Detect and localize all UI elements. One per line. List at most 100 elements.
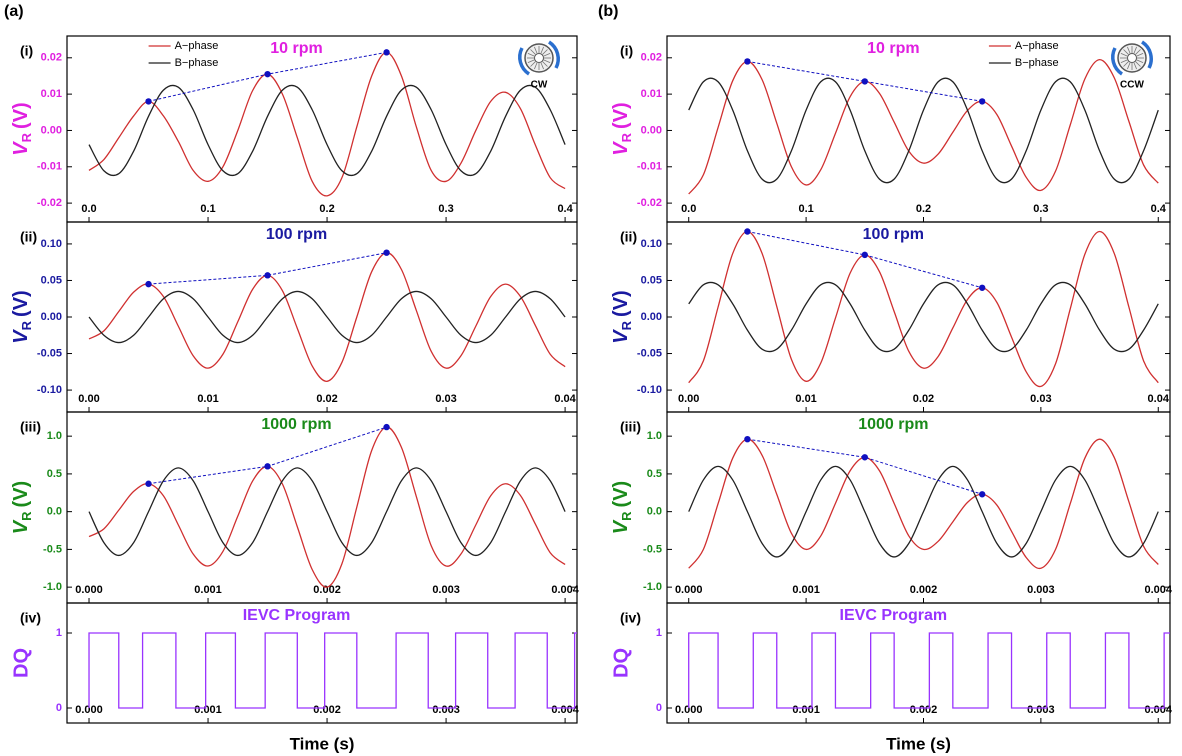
x-tick-label: 0.1 (798, 203, 813, 215)
peak-marker (383, 423, 390, 431)
series-line (88, 252, 566, 382)
x-tick-label: 0.00 (678, 393, 699, 405)
series-line (88, 290, 566, 344)
y-label-subscript: R (19, 320, 34, 330)
y-tick-label: 0.05 (641, 274, 662, 286)
x-tick-label: 0.000 (675, 584, 703, 596)
panel: -0.02 -0.01 0.00 0.01 0.02 0.0 0.1 0.2 0.3 0.4 VR (… (610, 35, 1171, 223)
series-line (88, 426, 566, 588)
y-label-symbol: V (610, 519, 632, 534)
panel-title: 100 rpm (266, 226, 327, 243)
x-tick-label: 0.000 (75, 704, 103, 716)
panel-label: (ii) (20, 229, 37, 245)
panel: -0.10 -0.05 0.00 0.05 0.10 0.00 0.01 0.02 0.03 0.… (10, 221, 578, 413)
legend-label: A−phase (1015, 40, 1059, 52)
panel-label: (i) (620, 43, 633, 59)
y-tick-label: 0.01 (641, 88, 662, 100)
x-tick-label: 0.3 (438, 203, 453, 215)
plot-frame (66, 411, 578, 604)
x-tick-label: 0.3 (1033, 203, 1048, 215)
y-label-unit: (V) (610, 102, 632, 129)
x-tick-label: 0.2 (916, 203, 931, 215)
panel-label: (iii) (20, 419, 41, 435)
y-tick-label: -0.01 (37, 161, 62, 173)
panel-label: (ii) (620, 229, 637, 245)
plot-frame (666, 221, 1171, 413)
y-tick-label: 0.05 (41, 274, 62, 286)
column-label: (a) (4, 3, 24, 20)
panel: 0 1 0.000 0.001 0.002 0.003 0.004 DQ (iv) IEVC Pr… (610, 602, 1173, 753)
panel-title: IEVC Program (243, 607, 351, 624)
y-tick-label: 0.00 (641, 124, 662, 136)
plot-area (688, 435, 1159, 570)
peak-marker (744, 58, 751, 65)
legend-label: B−phase (1015, 57, 1059, 69)
panel-title: 10 rpm (270, 40, 322, 57)
y-tick-label: 0.0 (647, 506, 662, 518)
panel-label: (i) (20, 43, 33, 59)
y-label-subscript: R (19, 511, 34, 521)
panel-label: (iv) (620, 610, 641, 626)
peak-trend-line (148, 426, 387, 485)
y-tick-label: 0.00 (41, 311, 62, 323)
peak-marker (861, 454, 868, 461)
x-tick-label: 0.004 (551, 584, 579, 596)
peak-marker (383, 249, 390, 256)
y-tick-label: -0.10 (37, 384, 62, 396)
y-tick-label: 0.00 (641, 311, 662, 323)
y-tick-label: 0.02 (641, 52, 662, 64)
panel-title: IEVC Program (840, 607, 948, 624)
series-line (88, 84, 566, 177)
y-axis-label: DQ (10, 648, 32, 678)
x-tick-label: 0.002 (313, 704, 341, 716)
x-tick-label: 0.004 (551, 704, 579, 716)
y-label-unit: (V) (10, 481, 32, 508)
series-line (688, 58, 1159, 195)
y-label-subscript: R (619, 320, 634, 330)
plot-frame (666, 602, 1171, 724)
x-tick-label: 0.001 (194, 704, 222, 716)
panel: -1.0 -0.5 0.0 0.5 1.0 0.000 0.001 0.002 0.003 0.0… (610, 411, 1173, 604)
y-tick-label: -1.0 (43, 581, 62, 593)
peak-marker (264, 272, 271, 279)
rotation-label: CW (531, 80, 548, 91)
y-tick-label: 1.0 (647, 430, 662, 442)
y-tick-label: -0.5 (643, 543, 662, 555)
x-tick-label: 0.001 (194, 584, 222, 596)
panel-title: 10 rpm (867, 40, 919, 57)
x-axis-label: Time (s) (886, 734, 951, 753)
y-tick-label: -0.02 (37, 197, 62, 209)
plot-area (688, 228, 1159, 388)
peak-marker (744, 435, 751, 443)
y-axis-label: VR (V) (10, 290, 34, 343)
y-tick-label: -0.05 (37, 347, 62, 359)
panel: -1.0 -0.5 0.0 0.5 1.0 0.000 0.001 0.002 0.003 0.0… (10, 411, 580, 604)
y-label-unit: (V) (10, 290, 32, 317)
y-tick-label: -0.5 (43, 543, 62, 555)
plot-area (688, 632, 1170, 709)
peak-trend-line (747, 231, 983, 289)
y-tick-label: 0.02 (41, 52, 62, 64)
x-tick-label: 0.002 (910, 704, 938, 716)
y-axis-label: VR (V) (10, 481, 34, 534)
legend-label: A−phase (175, 40, 219, 52)
plot-area (688, 58, 1159, 195)
panel-title: 100 rpm (863, 226, 924, 243)
peak-trend-line (747, 438, 983, 495)
y-label-symbol: V (10, 329, 32, 344)
x-axis-label: Time (s) (290, 734, 355, 753)
series-line (688, 465, 1159, 558)
y-tick-label: 0.10 (41, 238, 62, 250)
panel-title: 1000 rpm (858, 416, 928, 433)
y-tick-label: 1.0 (47, 430, 62, 442)
panel-label: (iii) (620, 419, 641, 435)
plot-frame (666, 411, 1171, 604)
x-tick-label: 0.004 (1144, 584, 1172, 596)
y-label-symbol: V (610, 141, 632, 156)
series-line (688, 281, 1159, 353)
plot-area (88, 249, 566, 382)
x-tick-label: 0.004 (1144, 704, 1172, 716)
peak-marker (978, 284, 986, 291)
y-axis-label: DQ (610, 648, 632, 678)
